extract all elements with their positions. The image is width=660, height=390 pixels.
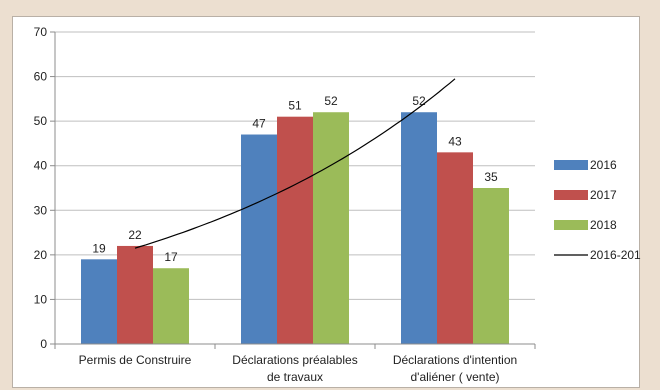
bar-2018-2 xyxy=(473,188,509,344)
bar-2016-2 xyxy=(401,112,437,344)
legend-label: 2018 xyxy=(590,218,617,232)
y-tick-label: 60 xyxy=(34,70,48,84)
y-tick-label: 70 xyxy=(34,25,48,39)
data-label: 52 xyxy=(324,94,338,108)
y-tick-label: 0 xyxy=(40,337,47,351)
x-category-label: d'aliéner ( vente) xyxy=(410,370,499,384)
data-label: 47 xyxy=(252,117,266,131)
legend-label: 2017 xyxy=(590,188,617,202)
x-category-label: Permis de Construire xyxy=(79,353,192,367)
chart-area: 19 47 52 22 51 43 17 52 35 0 10 20 30 40 50 60 70 Permis… xyxy=(12,16,641,388)
y-tick-label: 40 xyxy=(34,159,48,173)
bar-2016-0 xyxy=(81,259,117,344)
data-label: 19 xyxy=(92,241,106,255)
legend-swatch-2017 xyxy=(554,190,588,200)
x-category-label: Déclarations d'intention xyxy=(393,353,517,367)
bar-2017-1 xyxy=(277,116,313,344)
bar-2018-1 xyxy=(313,112,349,344)
x-category-label: de travaux xyxy=(267,370,323,384)
y-tick-label: 10 xyxy=(34,292,48,306)
data-label: 35 xyxy=(484,170,498,184)
trendline xyxy=(134,78,456,249)
bar-2016-1 xyxy=(241,134,277,344)
data-label: 22 xyxy=(128,228,142,242)
y-tick-label: 30 xyxy=(34,203,48,217)
data-label: 51 xyxy=(288,99,302,113)
data-label: 17 xyxy=(164,250,178,264)
legend-swatch-2016 xyxy=(554,160,588,170)
bar-chart: 19 47 52 22 51 43 17 52 35 0 10 20 30 40 50 60 70 Permis… xyxy=(34,25,641,384)
legend-swatch-2018 xyxy=(554,220,588,230)
bar-2017-0 xyxy=(117,245,153,344)
y-tick-label: 50 xyxy=(34,114,48,128)
y-tick-label: 20 xyxy=(34,248,48,262)
data-label: 52 xyxy=(412,94,426,108)
bar-2017-2 xyxy=(437,152,473,344)
legend-label: 2016 xyxy=(590,158,617,172)
bar-2018-0 xyxy=(153,268,189,344)
data-label: 43 xyxy=(448,134,462,148)
legend-label: 2016-2018 xyxy=(590,248,641,262)
x-category-label: Déclarations préalables xyxy=(232,353,357,367)
